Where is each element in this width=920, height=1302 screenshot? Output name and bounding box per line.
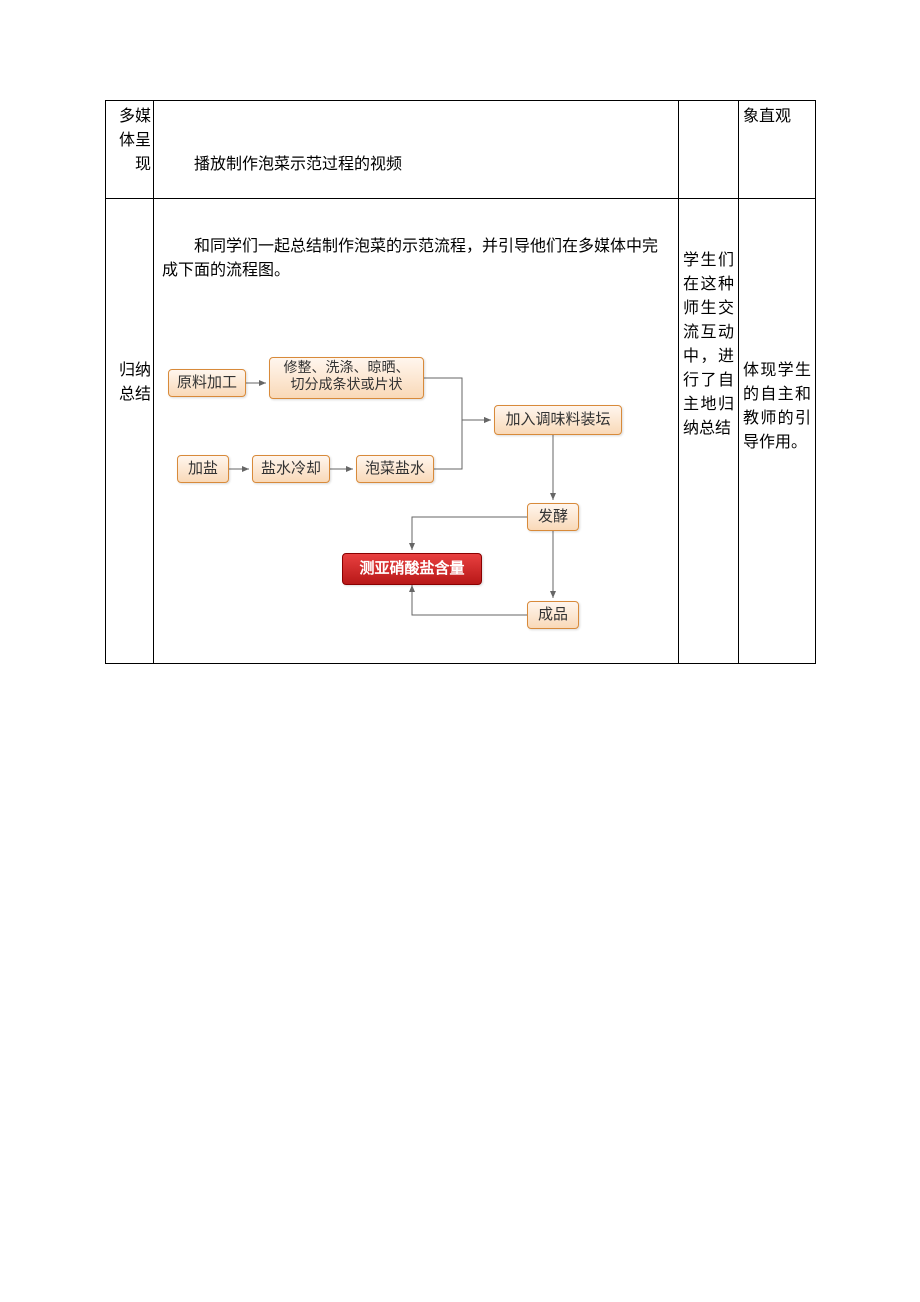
flow-edge <box>424 378 491 420</box>
flow-node-n9: 成品 <box>527 601 579 629</box>
content-cell: 和同学们一起总结制作泡菜的示范流程，并引导他们在多媒体中完成下面的流程图。 原料… <box>154 199 679 664</box>
flow-node-n4: 盐水冷却 <box>252 455 330 483</box>
flow-edge <box>434 420 491 469</box>
purpose-cell: 象直观 <box>739 101 816 199</box>
section-label: 多媒体呈现 <box>119 108 151 173</box>
flow-edge <box>412 585 527 615</box>
student-activity-cell <box>679 101 739 199</box>
flow-node-n1: 原料加工 <box>168 369 246 397</box>
section-label-cell: 多媒体呈现 <box>106 101 154 199</box>
flowchart: 原料加工修整、洗涤、晾晒、切分成条状或片状加盐盐水冷却泡菜盐水 加入调味料装坛发酵… <box>162 333 662 653</box>
intro-text: 和同学们一起总结制作泡菜的示范流程，并引导他们在多媒体中完成下面的流程图。 <box>162 235 670 283</box>
content-cell: 播放制作泡菜示范过程的视频 <box>154 101 679 199</box>
flow-node-n2: 修整、洗涤、晾晒、切分成条状或片状 <box>269 357 424 399</box>
section-label-cell: 归纳总结 <box>106 199 154 664</box>
lesson-table: 多媒体呈现 播放制作泡菜示范过程的视频 象直观 归纳总结 和同学们一起总结制作泡… <box>105 100 816 664</box>
flow-node-n3: 加盐 <box>177 455 229 483</box>
table-row: 多媒体呈现 播放制作泡菜示范过程的视频 象直观 <box>106 101 816 199</box>
flow-node-n8: 测亚硝酸盐含量 <box>342 553 482 585</box>
document-page: 多媒体呈现 播放制作泡菜示范过程的视频 象直观 归纳总结 和同学们一起总结制作泡… <box>0 0 920 664</box>
flow-node-n7: 发酵 <box>527 503 579 531</box>
flow-node-n6: 加入调味料装坛 <box>494 405 622 435</box>
student-activity-cell: 学生们在这种师生交流互动中，进行了自主地归纳总结 <box>679 199 739 664</box>
flow-node-n5: 泡菜盐水 <box>356 455 434 483</box>
purpose-text: 体现学生的自主和教师的引导作用。 <box>743 362 811 451</box>
purpose-cell: 体现学生的自主和教师的引导作用。 <box>739 199 816 664</box>
flow-edge <box>412 517 527 550</box>
purpose-text: 象直观 <box>743 108 791 125</box>
section-label: 归纳总结 <box>119 362 151 403</box>
table-row: 归纳总结 和同学们一起总结制作泡菜的示范流程，并引导他们在多媒体中完成下面的流程… <box>106 199 816 664</box>
content-text: 播放制作泡菜示范过程的视频 <box>162 153 670 177</box>
student-activity: 学生们在这种师生交流互动中，进行了自主地归纳总结 <box>683 252 734 437</box>
